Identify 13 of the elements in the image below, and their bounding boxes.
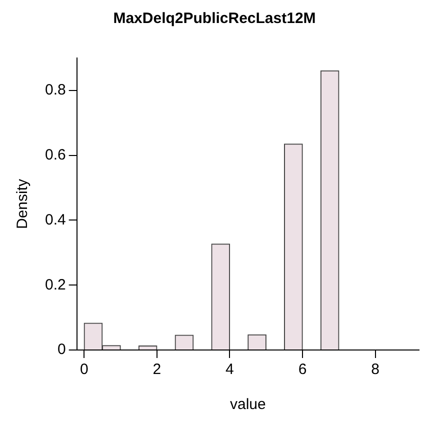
x-tick-label: 0 (80, 361, 88, 378)
y-tick-label: 0.8 (44, 82, 66, 99)
y-tick-label: 0.2 (44, 276, 66, 294)
y-tick-label: 0.6 (44, 146, 66, 164)
chart-title: MaxDelq2PublicRecLast12M (113, 10, 316, 28)
x-tick-label: 4 (226, 361, 234, 378)
y-tick-label: 0 (58, 341, 66, 358)
x-axis-title: value (230, 396, 266, 414)
x-tick-label: 8 (371, 361, 380, 378)
y-axis-title: Density (14, 178, 32, 230)
x-tick-label: 6 (298, 361, 307, 378)
x-tick-label: 2 (152, 361, 162, 378)
y-tick-label: 0.4 (44, 211, 66, 228)
